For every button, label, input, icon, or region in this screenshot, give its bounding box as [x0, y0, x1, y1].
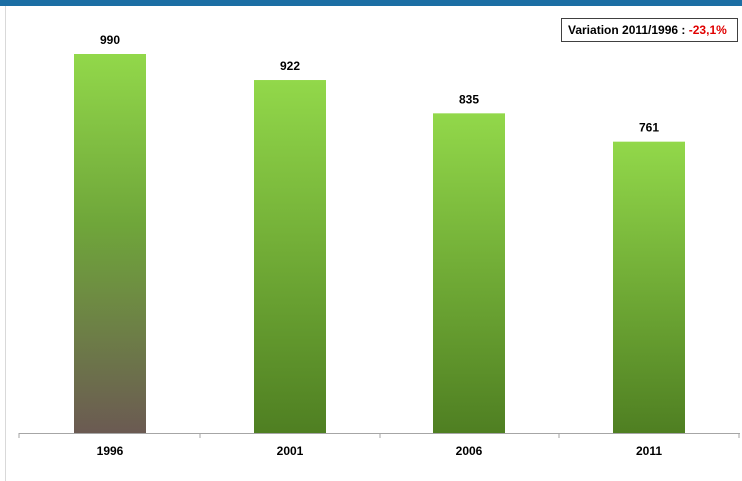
- variation-label: Variation 2011/1996 :: [568, 23, 686, 37]
- data-labels-group: 990 922 835 761: [100, 33, 659, 135]
- x-tick-label-2001: 2001: [277, 444, 304, 458]
- data-label-2001: 922: [280, 59, 300, 73]
- header-bar: [0, 0, 742, 6]
- variation-annotation: Variation 2011/1996 : -23,1%: [561, 18, 738, 42]
- data-label-2006: 835: [459, 92, 479, 106]
- bar-2011: [613, 141, 685, 434]
- x-tick-label-2006: 2006: [456, 444, 483, 458]
- data-label-2011: 761: [639, 121, 659, 135]
- bar-1996: [74, 54, 146, 433]
- variation-value: -23,1%: [688, 23, 727, 37]
- data-label-1996: 990: [100, 33, 120, 47]
- x-tick-label-1996: 1996: [97, 444, 124, 458]
- bar-2001: [254, 80, 326, 434]
- bars-group: [74, 54, 685, 434]
- x-axis: 1996 2001 2006 2011: [18, 433, 740, 458]
- left-border-line: [5, 6, 6, 481]
- bar-2006: [433, 113, 505, 434]
- x-tick-label-2011: 2011: [636, 444, 662, 458]
